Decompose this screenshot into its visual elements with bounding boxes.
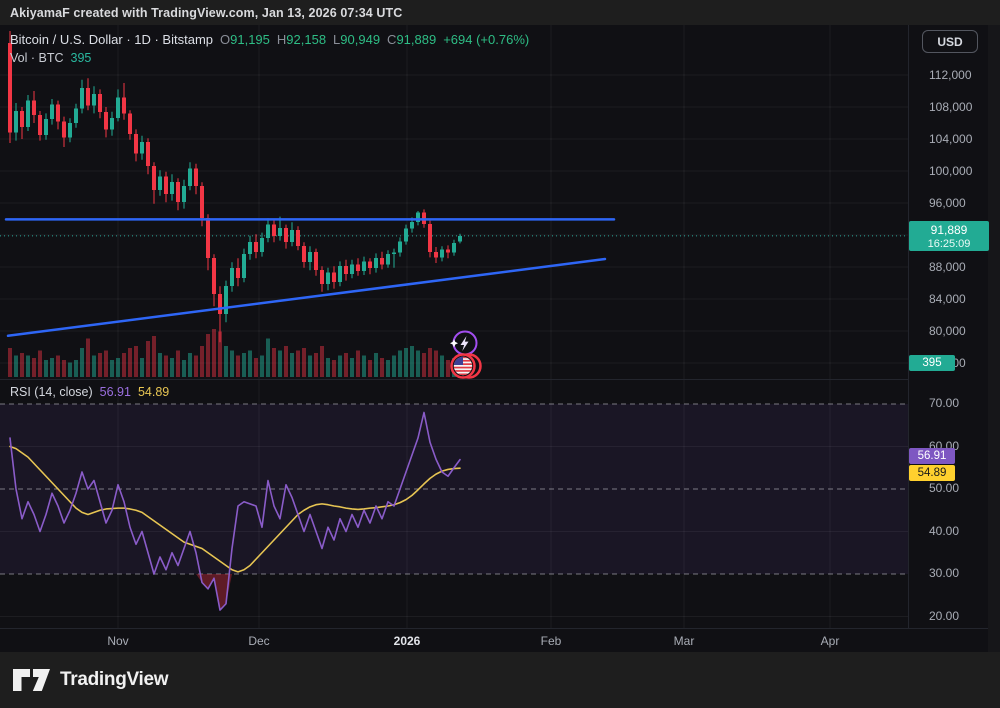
open-value: 91,195 xyxy=(230,32,270,47)
volume-value: 395 xyxy=(70,51,92,65)
rsi-ma-badge: 54.89 xyxy=(909,465,955,481)
rsi-tick-label: 30.00 xyxy=(929,566,960,580)
tradingview-logo-mark xyxy=(13,669,50,691)
main-chart-canvas[interactable] xyxy=(0,25,908,379)
attribution-bar: AkiyamaF created with TradingView.com, J… xyxy=(0,0,1000,25)
last-price-value: 91,889 xyxy=(930,223,968,237)
rsi-tick-label: 50.00 xyxy=(929,481,960,495)
time-axis-label: Mar xyxy=(673,634,695,648)
change-value: +694 (+0.76%) xyxy=(443,32,530,47)
tradingview-logo[interactable]: TradingView xyxy=(12,667,169,693)
price-tick-label: 112,000 xyxy=(929,68,972,82)
currency-toggle-button[interactable]: USD xyxy=(922,30,978,53)
price-tick-label: 84,000 xyxy=(929,292,966,306)
price-tick-label: 108,000 xyxy=(929,100,973,114)
volume-badge: 395 xyxy=(909,355,955,371)
rsi-tick-label: 20.00 xyxy=(929,608,960,623)
time-axis-label: 2026 xyxy=(393,634,421,648)
lightning-event-icon[interactable] xyxy=(449,328,479,363)
flag-coin-icon[interactable] xyxy=(448,351,482,386)
rsi-tick-label: 70.00 xyxy=(929,396,960,410)
attribution-text: AkiyamaF created with TradingView.com, J… xyxy=(10,5,403,20)
time-axis-label: Nov xyxy=(107,634,129,648)
rsi-ma-value: 54.89 xyxy=(137,385,170,399)
bottom-bar: TradingView xyxy=(0,652,1000,708)
close-label: C xyxy=(387,32,397,47)
price-axis[interactable]: 20.0030.0040.0050.0060.0070.0076,00080,0… xyxy=(908,25,989,628)
time-axis-label: Dec xyxy=(248,634,270,648)
time-axis-label: Apr xyxy=(820,634,840,648)
price-tick-label: 104,000 xyxy=(929,132,973,146)
rsi-panel[interactable]: RSI (14, close) 56.91 54.89 xyxy=(0,379,908,628)
symbol-title[interactable]: Bitcoin / U.S. Dollar · 1D · Bitstamp xyxy=(10,32,213,47)
close-value: 91,889 xyxy=(396,32,437,47)
time-axis-label: Feb xyxy=(540,634,562,648)
rsi-value-badge: 56.91 xyxy=(909,448,955,464)
rsi-label: RSI (14, close) xyxy=(10,385,93,399)
last-price-badge: 91,889 16:25:09 xyxy=(909,221,989,251)
rsi-tick-label: 40.00 xyxy=(929,523,960,538)
price-tick-label: 96,000 xyxy=(929,196,966,210)
tradingview-logo-text: TradingView xyxy=(60,669,169,690)
open-label: O xyxy=(220,32,231,47)
rsi-value: 56.91 xyxy=(99,385,131,399)
bar-countdown: 16:25:09 xyxy=(927,238,971,250)
high-value: 92,158 xyxy=(286,32,327,47)
low-label: L xyxy=(333,32,341,47)
price-tick-label: 100,000 xyxy=(929,164,973,178)
time-axis[interactable]: Nov Dec 2026 Feb Mar Apr xyxy=(0,628,988,652)
volume-legend[interactable]: Vol · BTC 395 xyxy=(10,51,91,65)
low-value: 90,949 xyxy=(340,32,381,47)
right-gutter xyxy=(988,25,1000,652)
symbol-legend[interactable]: Bitcoin / U.S. Dollar · 1D · Bitstamp O9… xyxy=(10,32,529,47)
rsi-legend[interactable]: RSI (14, close) 56.91 54.89 xyxy=(10,385,169,399)
volume-label: Vol · BTC xyxy=(10,51,64,65)
high-label: H xyxy=(276,32,287,47)
price-tick-label: 80,000 xyxy=(929,324,966,338)
price-tick-label: 88,000 xyxy=(929,260,966,274)
main-price-panel[interactable]: Bitcoin / U.S. Dollar · 1D · Bitstamp O9… xyxy=(0,25,908,379)
rsi-chart-canvas[interactable] xyxy=(0,380,908,628)
